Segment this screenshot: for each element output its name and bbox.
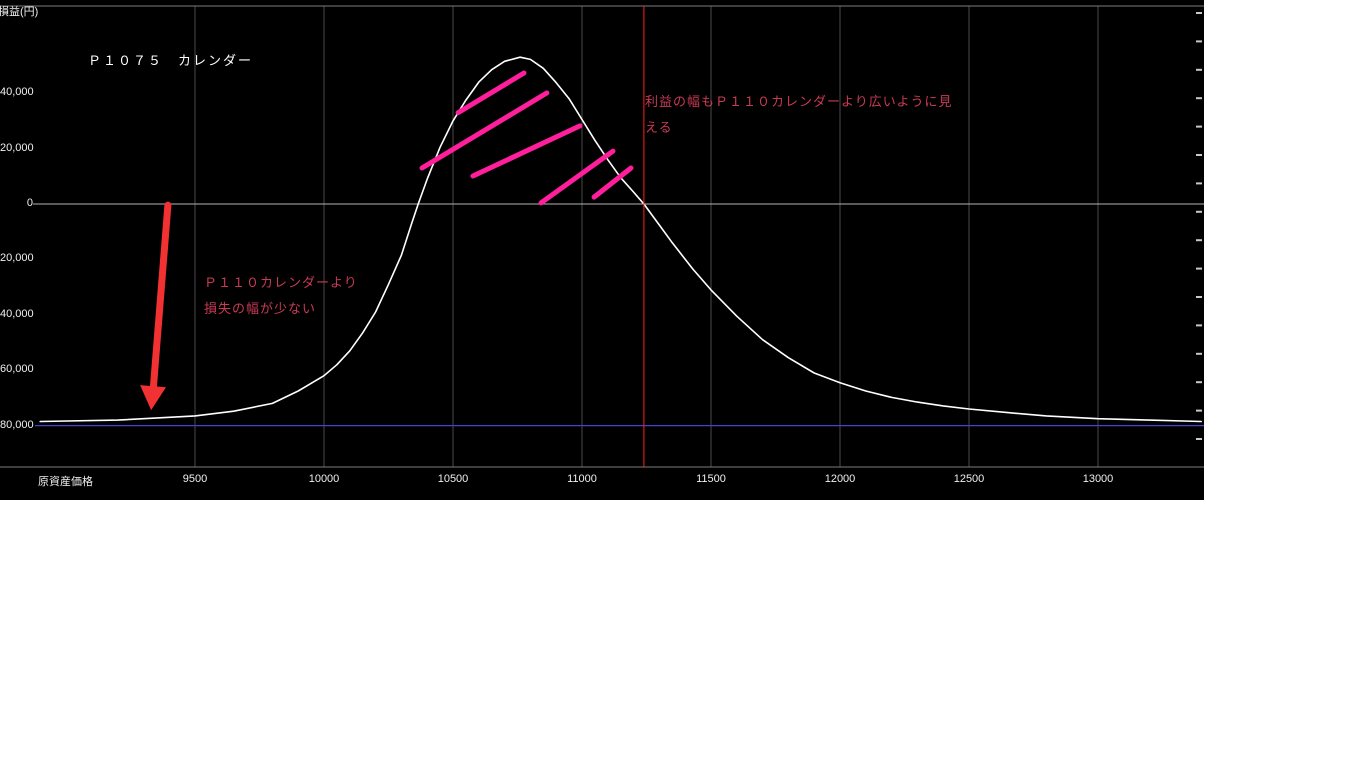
annotation-arrow-shaft xyxy=(149,201,172,397)
chart-title: Ｐ１０７５ カレンダー xyxy=(88,53,254,68)
annotation-profit-note: 利益の幅もＰ１１０カレンダーより広いように見 える xyxy=(645,89,952,141)
annotation-arrow-head xyxy=(140,385,166,411)
profit-hatch-stroke xyxy=(470,123,583,179)
payoff-chart-canvas xyxy=(0,5,1204,468)
profit-hatch-stroke xyxy=(591,165,634,200)
right-edge-tick xyxy=(1196,125,1202,128)
right-edge-tick xyxy=(1196,239,1202,242)
right-edge-tick xyxy=(1196,40,1202,43)
annotation-loss-note-line1: Ｐ１１０カレンダーより xyxy=(204,275,358,290)
x-axis-tick-label: 11000 xyxy=(567,473,597,485)
x-axis-tick-label: 9500 xyxy=(182,473,208,485)
payoff-curve xyxy=(39,56,1202,423)
x-axis-tick-label: 12500 xyxy=(953,473,985,485)
right-edge-tick xyxy=(1196,381,1202,384)
y-axis-title: 損益(円) xyxy=(0,6,39,18)
profit-hatch-stroke xyxy=(455,70,527,116)
payoff-chart-panel: 損益(円) Ｐ１０７５ カレンダー 利益の幅もＰ１１０カレンダーより広いように見… xyxy=(0,0,1204,500)
y-axis-tick-labels: 40,000 20,000 0 20,000 40,000 60,000 80,000 xyxy=(0,0,34,500)
right-edge-tick xyxy=(1196,438,1202,440)
right-edge-tick xyxy=(1196,296,1202,298)
x-axis-tick-label: 10000 xyxy=(308,473,340,485)
profit-hatch-stroke xyxy=(538,148,616,206)
y-axis-tick-label: 40,000 xyxy=(0,86,34,98)
y-axis-tick-label: 20,000 xyxy=(0,142,34,154)
right-edge-tick xyxy=(1196,12,1202,14)
right-edge-tick xyxy=(1196,97,1202,100)
right-edge-tick xyxy=(1196,324,1202,327)
y-axis-tick-label: 0 xyxy=(26,197,33,209)
y-axis-tick-label: 20,000 xyxy=(0,252,34,264)
y-axis-tick-label: 40,000 xyxy=(0,308,34,320)
right-edge-tick xyxy=(1196,68,1202,71)
x-axis-title: 原資産価格 xyxy=(38,476,93,488)
x-axis-tick-label: 12000 xyxy=(824,473,856,485)
annotation-profit-note-line2: える xyxy=(645,120,673,135)
x-axis-tick-label: 13000 xyxy=(1082,473,1114,485)
annotation-loss-note: Ｐ１１０カレンダーより 損失の幅が少ない xyxy=(204,270,358,322)
profit-hatch-stroke xyxy=(419,90,550,171)
right-edge-tick xyxy=(1196,409,1202,412)
y-axis-tick-label: 80,000 xyxy=(0,419,34,431)
annotation-profit-note-line1: 利益の幅もＰ１１０カレンダーより広いように見 xyxy=(645,94,953,109)
y-axis-tick-label: 60,000 xyxy=(0,363,34,375)
x-axis-tick-labels: 9500 10000 10500 11000 11500 12000 12500 13000 xyxy=(0,473,1204,489)
x-axis-tick-label: 11500 xyxy=(696,473,726,485)
right-edge-tick xyxy=(1196,182,1202,185)
right-edge-tick xyxy=(1196,210,1202,213)
right-edge-tick xyxy=(1196,267,1202,270)
right-edge-tick xyxy=(1196,154,1202,156)
annotation-loss-note-line2: 損失の幅が少ない xyxy=(204,301,317,316)
x-axis-tick-label: 10500 xyxy=(437,473,469,485)
right-edge-tick xyxy=(1196,352,1202,355)
